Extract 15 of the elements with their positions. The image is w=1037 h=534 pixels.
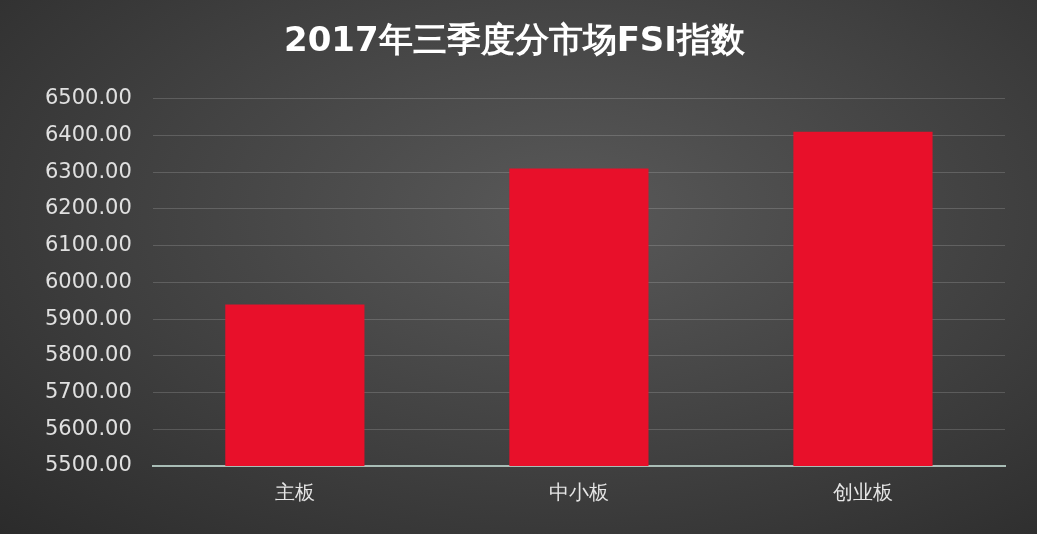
- y-tick-label: 5900.00: [45, 305, 132, 330]
- y-tick-label: 5500.00: [45, 452, 132, 477]
- y-tick-label: 6100.00: [45, 232, 132, 257]
- y-tick-label: 5600.00: [45, 415, 132, 440]
- x-tick-label: 主板: [274, 480, 315, 505]
- y-tick-label: 6500.00: [45, 85, 132, 110]
- y-tick-label: 6400.00: [45, 121, 132, 146]
- x-tick-label: 中小板: [548, 480, 609, 505]
- chart-title: 2017年三季度分市场FSI指数: [284, 19, 746, 60]
- y-tick-label: 5800.00: [45, 342, 132, 367]
- x-tick-label: 创业板: [832, 480, 893, 505]
- y-tick-label: 6300.00: [45, 158, 132, 183]
- y-tick-label: 6000.00: [45, 268, 132, 293]
- y-tick-label: 6200.00: [45, 195, 132, 220]
- y-tick-label: 5700.00: [45, 379, 132, 404]
